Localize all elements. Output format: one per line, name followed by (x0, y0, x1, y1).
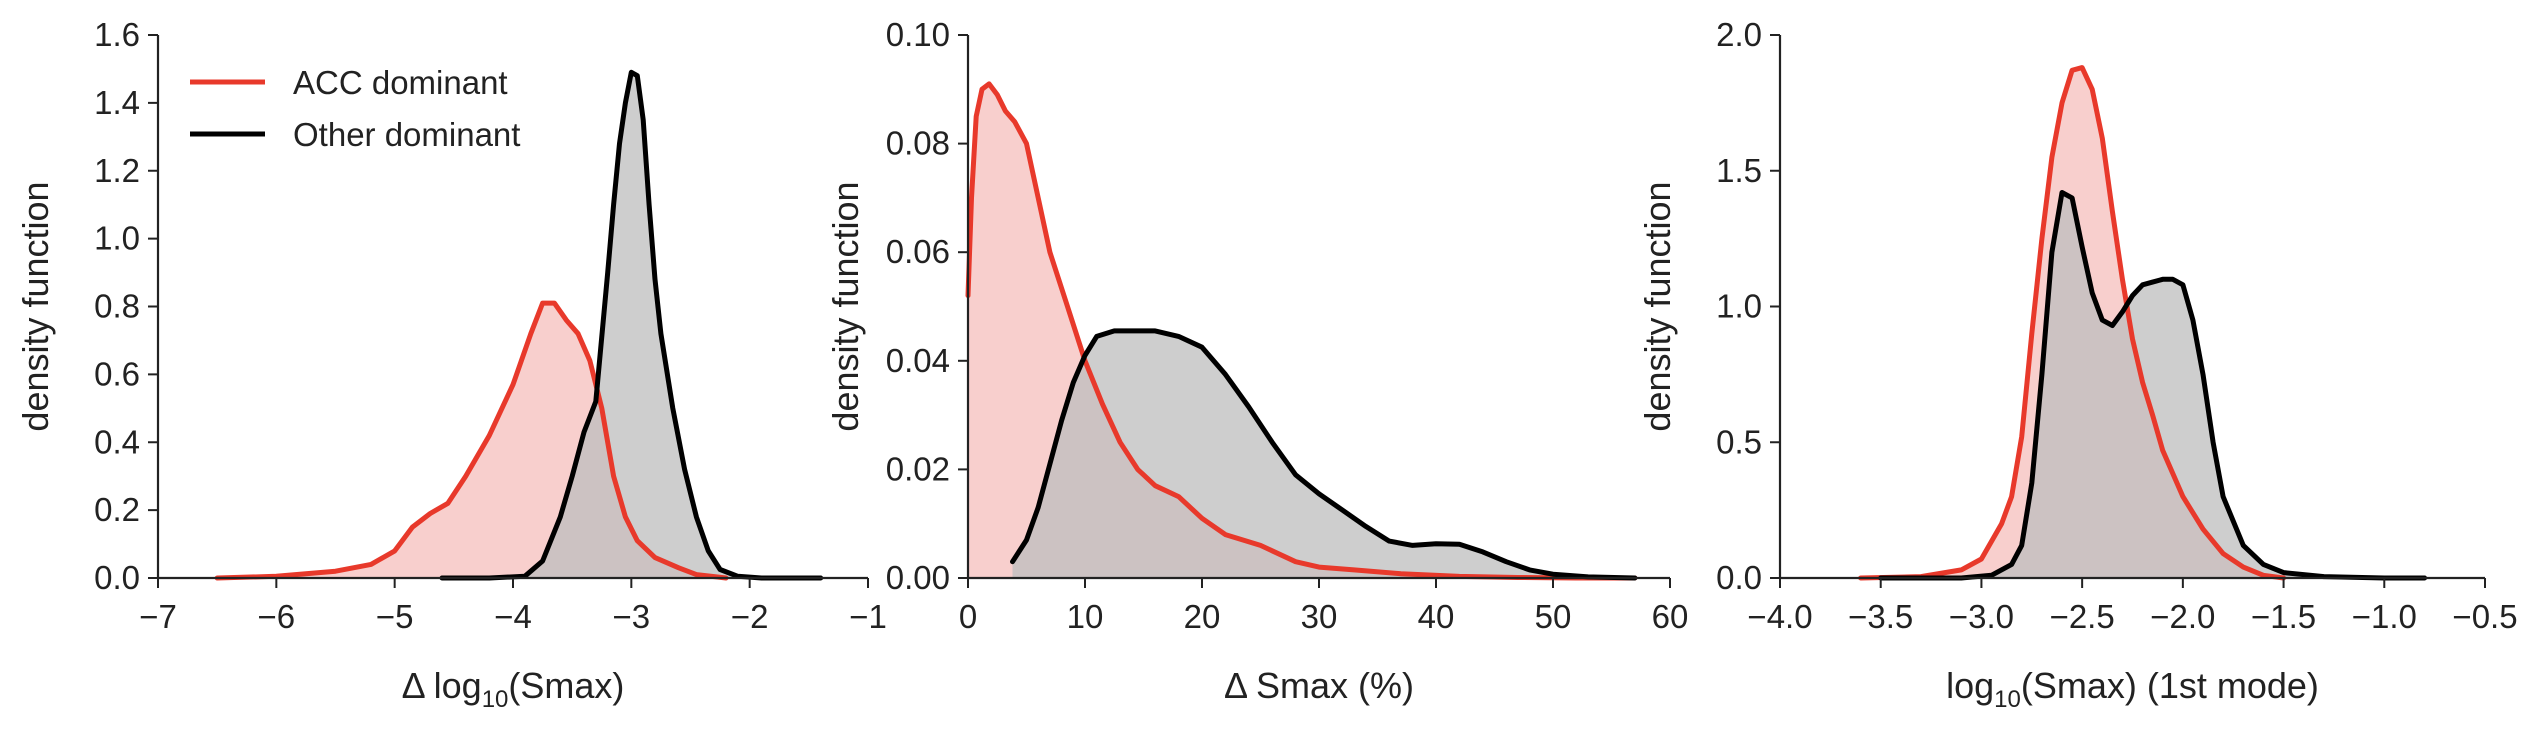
x-tick-label-40: 40 (1418, 598, 1455, 635)
y-tick-label-0-10: 0.10 (886, 16, 950, 53)
y-tick-label-1-0: 1.0 (94, 220, 140, 257)
x-tick-label-minus-4: −4 (494, 598, 532, 635)
y-ticks: 0.0 0.2 0.4 0.6 0.8 1.0 1.2 1.4 1.6 (94, 16, 158, 596)
x-tick-label-30: 30 (1301, 598, 1338, 635)
x-tick-label-minus-5: −5 (376, 598, 414, 635)
y-tick-label-0-5: 0.5 (1716, 423, 1762, 460)
area-other-dominant (1012, 330, 1635, 578)
panel-delta-smax-percent: 0 10 20 30 40 50 60 0.00 0.02 0.04 0.06 0.08 0.10 Δ… (825, 16, 1688, 706)
x-tick-label-10: 10 (1067, 598, 1104, 635)
density-lines (214, 69, 824, 581)
y-tick-label-0-6: 0.6 (94, 355, 140, 392)
x-tick-label-minus-2: −2 (731, 598, 769, 635)
panel-log-smax-first-mode: −4.0 −3.5 −3.0 −2.5 −2.0 −1.5 −1.0 −0.5 0.0 0.5 1… (1637, 16, 2518, 713)
area-other-dominant (442, 72, 821, 579)
y-tick-label-1-6: 1.6 (94, 16, 140, 53)
y-tick-label-0-08: 0.08 (886, 125, 950, 162)
density-lines (1858, 65, 2428, 581)
line-other-dominant (439, 69, 824, 581)
x-tick-label-minus-1: −1 (849, 598, 887, 635)
y-tick-label-0-02: 0.02 (886, 450, 950, 487)
density-areas (217, 72, 821, 579)
x-tick-label-minus-1-0: −1.0 (2352, 598, 2417, 635)
y-tick-label-0-0: 0.0 (1716, 559, 1762, 596)
y-tick-label-0-8: 0.8 (94, 288, 140, 325)
y-tick-label-1-2: 1.2 (94, 152, 140, 189)
x-tick-label-minus-3-0: −3.0 (1949, 598, 2014, 635)
legend: ACC dominant Other dominant (190, 64, 520, 153)
x-axis-label: Δ Smax (%) (1224, 665, 1414, 706)
x-tick-label-minus-1-5: −1.5 (2251, 598, 2316, 635)
y-tick-label-2-0: 2.0 (1716, 16, 1762, 53)
x-tick-label-minus-3: −3 (613, 598, 651, 635)
density-lines (965, 81, 1638, 581)
x-tick-label-50: 50 (1535, 598, 1572, 635)
line-acc-dominant (1858, 65, 2287, 581)
y-tick-label-1-5: 1.5 (1716, 152, 1762, 189)
y-tick-label-0-00: 0.00 (886, 559, 950, 596)
density-areas (1860, 67, 2425, 578)
x-tick-label-minus-6: −6 (258, 598, 296, 635)
y-tick-label-1-4: 1.4 (94, 84, 140, 121)
x-tick-label-minus-2-5: −2.5 (2050, 598, 2115, 635)
y-axis-label: density function (15, 181, 56, 431)
line-other-dominant (1010, 328, 1638, 581)
y-tick-label-0-0: 0.0 (94, 559, 140, 596)
y-tick-label-0-2: 0.2 (94, 491, 140, 528)
x-tick-label-60: 60 (1652, 598, 1689, 635)
x-axis-label: Δ log10(Smax) (402, 665, 625, 713)
legend-label-acc-dominant: ACC dominant (293, 64, 508, 101)
x-tick-label-minus-4-0: −4.0 (1747, 598, 1812, 635)
line-other-dominant (1878, 190, 2428, 581)
legend-label-other-dominant: Other dominant (293, 116, 520, 153)
area-other-dominant (1880, 192, 2425, 578)
line-acc-dominant (214, 300, 729, 581)
y-ticks: 0.0 0.5 1.0 1.5 2.0 (1716, 16, 1780, 596)
y-tick-label-0-04: 0.04 (886, 342, 950, 379)
panel-delta-log-smax: −7 −6 −5 −4 −3 −2 −1 0.0 0.2 0.4 0.6 0.8 1.0 1.2 1.4 1… (15, 16, 887, 713)
x-tick-label-minus-3-5: −3.5 (1848, 598, 1913, 635)
x-ticks: −4.0 −3.5 −3.0 −2.5 −2.0 −1.5 −1.0 −0.5 (1747, 578, 2518, 635)
x-tick-label-minus-7: −7 (139, 598, 177, 635)
line-acc-dominant (965, 81, 1638, 581)
y-tick-label-0-06: 0.06 (886, 233, 950, 270)
density-areas (968, 83, 1635, 579)
x-tick-label-20: 20 (1184, 598, 1221, 635)
x-ticks: −7 −6 −5 −4 −3 −2 −1 (139, 578, 887, 635)
x-axis-label: log10(Smax) (1st mode) (1946, 665, 2319, 713)
x-ticks: 0 10 20 30 40 50 60 (959, 578, 1689, 635)
x-tick-label-minus-2-0: −2.0 (2150, 598, 2215, 635)
x-tick-label-0: 0 (959, 598, 977, 635)
y-ticks: 0.00 0.02 0.04 0.06 0.08 0.10 (886, 16, 968, 596)
y-tick-label-0-4: 0.4 (94, 423, 140, 460)
y-tick-label-1-0: 1.0 (1716, 288, 1762, 325)
y-axis-label: density function (825, 181, 866, 431)
x-tick-label-minus-0-5: −0.5 (2452, 598, 2517, 635)
y-axis-label: density function (1637, 181, 1678, 431)
